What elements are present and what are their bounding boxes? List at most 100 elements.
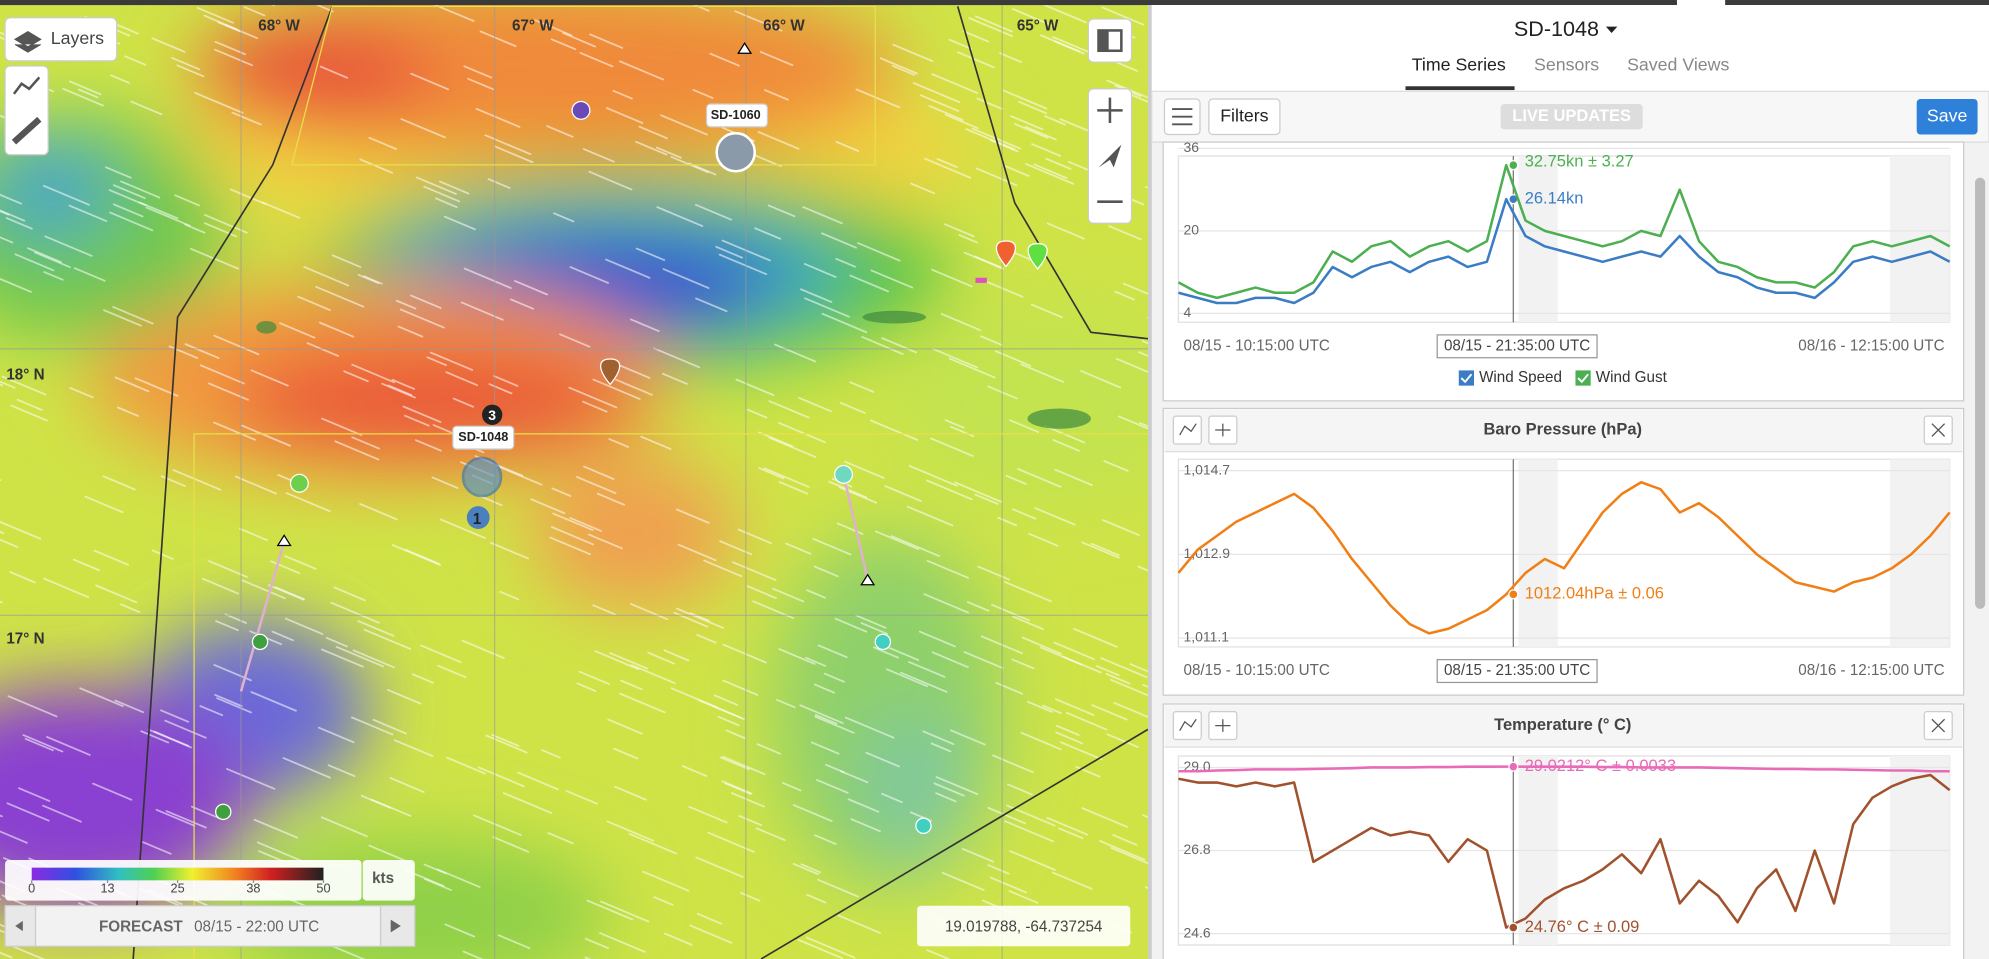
cursor-label: 08/15 - 21:35:00 UTC — [1444, 662, 1590, 679]
wind-streak — [250, 691, 297, 712]
wind-streak — [1102, 519, 1140, 536]
wind-streak — [689, 924, 733, 944]
station-label[interactable]: SD-1060 — [711, 108, 761, 122]
zoom-controls[interactable] — [1087, 88, 1133, 224]
wind-streak — [151, 37, 186, 53]
wind-streak — [1024, 125, 1057, 141]
wind-streak — [335, 646, 385, 668]
wind-streak — [612, 89, 633, 100]
tab[interactable]: Saved Views — [1627, 55, 1729, 75]
top-bar — [0, 0, 1989, 6]
device-title[interactable]: SD-1048 — [1514, 16, 1599, 41]
wind-streak — [1142, 683, 1148, 688]
wind-streak — [196, 7, 235, 24]
cluster-count[interactable]: 3 — [488, 407, 496, 423]
legend-label[interactable]: Wind Gust — [1596, 369, 1668, 386]
station-label[interactable]: SD-1048 — [458, 430, 508, 444]
lon-label: 65° W — [1017, 18, 1059, 35]
wind-streak — [0, 36, 9, 42]
wind-streak — [707, 831, 755, 853]
wind-streak — [176, 64, 205, 78]
wind-streak — [703, 559, 743, 578]
layers-button[interactable] — [4, 17, 118, 62]
save-button[interactable] — [1916, 98, 1978, 135]
wind-streak — [112, 203, 144, 218]
wind-streak — [395, 299, 417, 310]
wind-streak — [540, 749, 561, 759]
wind-streak — [756, 743, 781, 755]
wind-streak — [584, 937, 610, 950]
wind-streak — [600, 900, 650, 923]
wind-streak — [835, 257, 857, 268]
unit-box[interactable] — [362, 860, 415, 901]
wind-streak — [797, 938, 844, 959]
legend-checkbox[interactable] — [1458, 370, 1474, 386]
wind-streak — [1020, 731, 1062, 751]
wind-streak — [552, 512, 594, 532]
live-label[interactable]: LIVE UPDATES — [1512, 107, 1631, 125]
wind-streak — [1052, 439, 1080, 452]
wind-streak — [461, 639, 505, 659]
card-header — [1164, 409, 1963, 452]
wind-streak — [718, 253, 768, 276]
panel-toggle[interactable] — [1087, 18, 1133, 63]
chart-title: Temperature (° C) — [1494, 716, 1631, 734]
chart-tool[interactable] — [1172, 711, 1202, 741]
wind-streak — [850, 818, 881, 833]
chart-title: Baro Pressure (hPa) — [1484, 420, 1643, 438]
wind-streak — [836, 522, 864, 535]
wind-streak — [1030, 303, 1063, 319]
cluster-count[interactable]: 1 — [473, 511, 482, 528]
scrollbar[interactable] — [1975, 177, 1986, 609]
wind-streak — [694, 203, 733, 221]
map[interactable]: SD-1060 SD-1048 3 1 68° W 67° W 66° W 65… — [0, 0, 1192, 959]
wind-streak — [331, 254, 362, 268]
wind-streak — [768, 436, 817, 458]
wind-streak — [676, 508, 710, 524]
wind-streak — [583, 465, 615, 480]
wind-streak — [241, 424, 291, 447]
wind-streak — [588, 170, 633, 191]
islands — [256, 310, 1091, 429]
wind-streak — [1101, 6, 1145, 26]
wind-streak — [722, 679, 759, 696]
wind-streak — [995, 681, 1024, 695]
wind-streak — [989, 876, 1028, 894]
tab[interactable]: Sensors — [1534, 55, 1599, 75]
save-label[interactable]: Save — [1927, 105, 1968, 125]
filters-button[interactable] — [1208, 98, 1281, 136]
wind-streak — [930, 742, 952, 753]
filters-label[interactable]: Filters — [1220, 105, 1268, 125]
wind-streak — [735, 378, 775, 397]
wind-streak — [730, 792, 765, 808]
live-badge[interactable] — [1500, 104, 1643, 130]
wind-streak — [78, 88, 99, 99]
wind-streak — [243, 6, 266, 17]
wind-streak — [1042, 704, 1062, 714]
legend-label[interactable]: Wind Speed — [1479, 369, 1562, 386]
wind-streak — [806, 589, 826, 599]
wind-streak — [327, 764, 356, 778]
wind-streak — [479, 30, 517, 48]
wind-streak — [881, 792, 903, 804]
wind-streak — [559, 333, 591, 348]
wind-streak — [363, 628, 412, 650]
wind-streak — [813, 565, 839, 578]
wind-streak — [810, 741, 840, 755]
wind-streak — [1017, 468, 1062, 488]
layers-label[interactable]: Layers — [51, 28, 104, 48]
wind-streak — [1012, 615, 1044, 631]
wind-streak — [334, 440, 380, 461]
wind-streak — [1052, 871, 1093, 890]
tool-buttons[interactable] — [4, 65, 49, 156]
wind-streak — [792, 863, 820, 876]
wind-streak — [0, 538, 19, 548]
chart-tool[interactable] — [1172, 415, 1202, 445]
lat-label: 18° N — [6, 366, 44, 383]
wind-streak — [812, 537, 852, 556]
y-tick-label: 4 — [1184, 304, 1192, 320]
wind-streak — [253, 818, 298, 839]
wind-streak — [979, 277, 1024, 298]
tab[interactable]: Time Series — [1412, 55, 1506, 75]
legend-checkbox[interactable] — [1575, 370, 1591, 386]
